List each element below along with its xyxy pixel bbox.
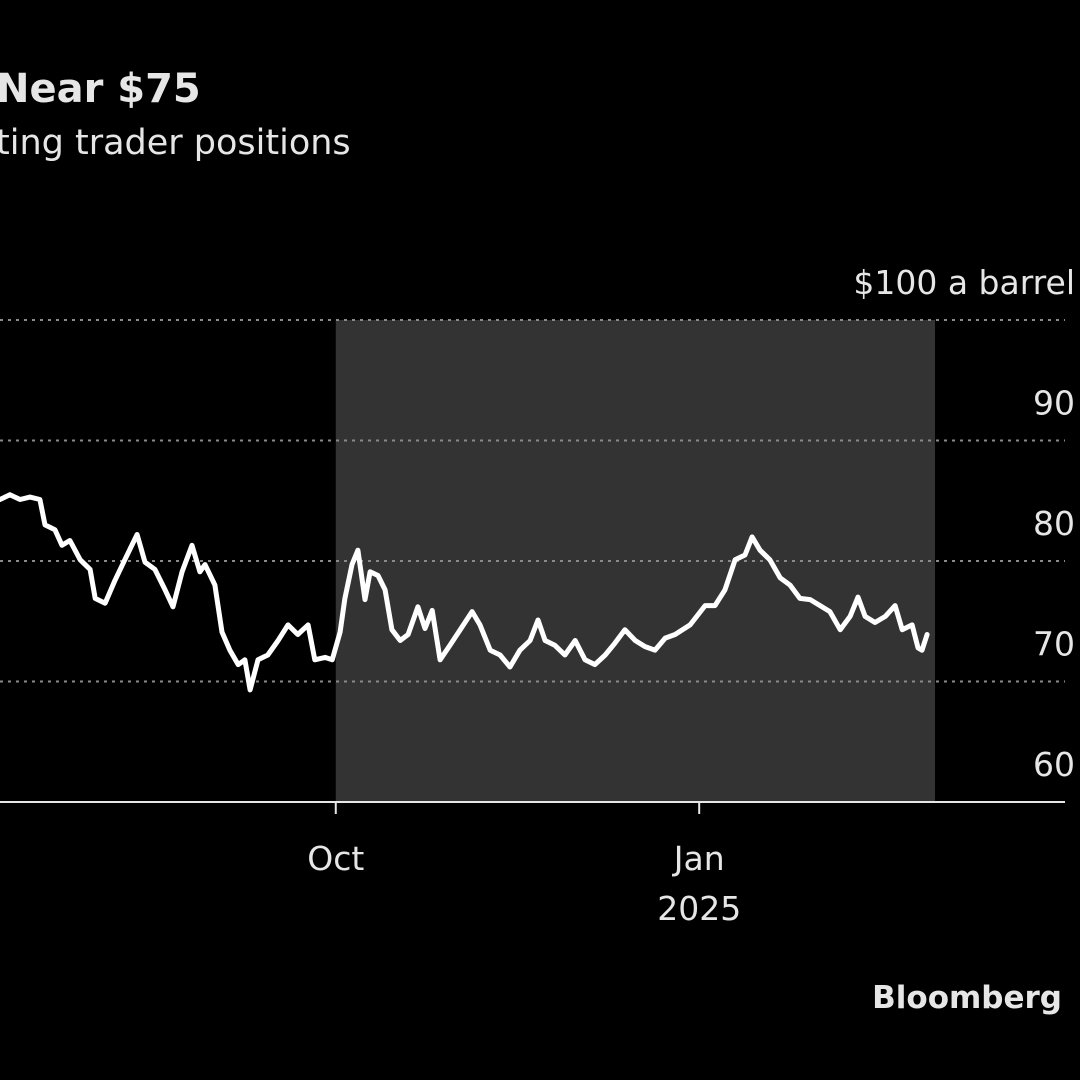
price-line [0, 492, 930, 693]
plot-area: 60 70 80 90 $100 a barrel Oct Jan 2025 [0, 263, 1075, 928]
chart-subtitle: ting trader positions [0, 123, 351, 163]
shaded-period [335, 320, 936, 802]
x-tick-year-label: 2025 [657, 889, 741, 928]
x-tick-label: Jan [672, 839, 725, 878]
source: Bloomberg [872, 980, 1062, 1016]
chart-title: Near $75 [0, 66, 201, 112]
x-tick-label: Oct [307, 839, 364, 878]
y-tick-label: 90 [1033, 384, 1075, 423]
y-tick-label: $100 a barrel [853, 263, 1075, 302]
y-tick-label: 70 [1033, 625, 1075, 664]
y-tick-label: 60 [1033, 745, 1075, 784]
y-tick-label: 80 [1033, 504, 1075, 543]
